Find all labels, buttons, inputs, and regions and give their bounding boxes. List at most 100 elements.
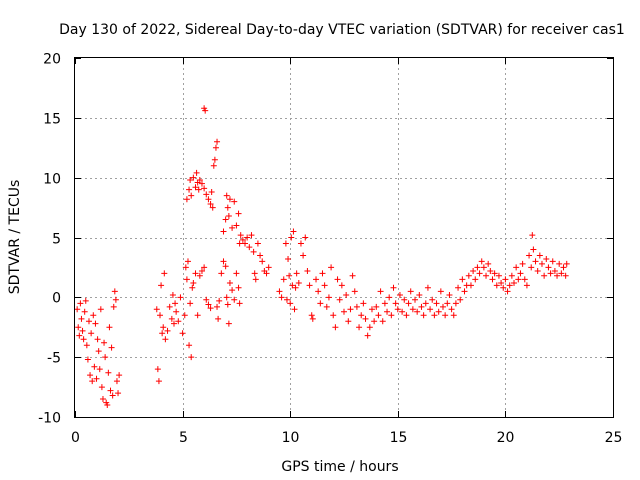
data-point bbox=[368, 306, 375, 313]
data-point bbox=[282, 240, 289, 247]
data-point bbox=[89, 378, 96, 385]
data-point bbox=[396, 291, 403, 298]
data-point bbox=[433, 300, 440, 307]
data-point bbox=[246, 244, 253, 251]
y-tick-label: -5 bbox=[47, 351, 61, 367]
data-point bbox=[409, 306, 416, 313]
data-point bbox=[302, 234, 309, 241]
data-point bbox=[517, 270, 524, 277]
data-point bbox=[549, 258, 556, 265]
data-point bbox=[106, 324, 113, 331]
data-point bbox=[504, 288, 511, 295]
data-point bbox=[381, 300, 388, 307]
data-point bbox=[162, 336, 169, 343]
data-point bbox=[190, 279, 197, 286]
data-point bbox=[220, 258, 227, 265]
data-point bbox=[182, 264, 189, 271]
data-point bbox=[422, 300, 429, 307]
data-point bbox=[224, 204, 231, 211]
data-point bbox=[83, 342, 90, 349]
data-point bbox=[198, 180, 205, 187]
data-point bbox=[214, 138, 221, 145]
data-point bbox=[113, 378, 120, 385]
data-point bbox=[159, 330, 166, 337]
data-point bbox=[556, 260, 563, 267]
data-point bbox=[226, 196, 233, 203]
data-point bbox=[202, 107, 209, 114]
data-point bbox=[545, 264, 552, 271]
data-point bbox=[323, 303, 330, 310]
data-point bbox=[77, 300, 84, 307]
data-point bbox=[203, 191, 210, 198]
data-point bbox=[108, 344, 115, 351]
data-point bbox=[207, 200, 214, 207]
data-point bbox=[508, 272, 515, 279]
data-point bbox=[225, 212, 232, 219]
data-point bbox=[164, 327, 171, 334]
data-point bbox=[192, 184, 199, 191]
data-point bbox=[190, 174, 197, 181]
data-point bbox=[399, 308, 406, 315]
data-point bbox=[184, 258, 191, 265]
data-point bbox=[560, 264, 567, 271]
data-point bbox=[541, 272, 548, 279]
data-point bbox=[487, 268, 494, 275]
data-point bbox=[526, 252, 533, 259]
data-point bbox=[377, 288, 384, 295]
data-point bbox=[212, 144, 219, 151]
data-point bbox=[173, 308, 180, 315]
data-point bbox=[502, 276, 509, 283]
data-point bbox=[116, 372, 123, 379]
data-point bbox=[558, 270, 565, 277]
data-point bbox=[209, 204, 216, 211]
data-point bbox=[252, 276, 259, 283]
data-point bbox=[205, 301, 212, 308]
data-point bbox=[306, 282, 313, 289]
data-point bbox=[93, 375, 100, 382]
data-point bbox=[386, 294, 393, 301]
x-tick-label: 25 bbox=[605, 430, 623, 446]
data-point bbox=[328, 264, 335, 271]
data-point bbox=[94, 336, 101, 343]
data-point bbox=[87, 372, 94, 379]
data-point bbox=[304, 268, 311, 275]
data-point bbox=[291, 306, 298, 313]
data-point bbox=[74, 306, 81, 313]
data-point bbox=[222, 263, 229, 270]
data-point bbox=[107, 387, 114, 394]
data-point bbox=[424, 284, 431, 291]
data-point bbox=[96, 366, 103, 373]
data-point bbox=[309, 315, 316, 322]
data-point bbox=[338, 282, 345, 289]
data-point bbox=[265, 264, 272, 271]
data-point bbox=[192, 270, 199, 277]
data-point bbox=[188, 354, 195, 361]
data-point bbox=[446, 291, 453, 298]
data-point bbox=[547, 270, 554, 277]
data-point bbox=[474, 264, 481, 271]
data-point bbox=[102, 354, 109, 361]
data-point bbox=[394, 306, 401, 313]
data-point bbox=[364, 332, 371, 339]
data-point bbox=[325, 294, 332, 301]
data-point bbox=[154, 366, 161, 373]
data-point bbox=[205, 196, 212, 203]
data-point bbox=[85, 318, 92, 325]
data-point bbox=[90, 312, 97, 319]
data-point bbox=[211, 156, 218, 163]
data-point bbox=[405, 300, 412, 307]
data-point bbox=[495, 272, 502, 279]
data-point bbox=[179, 330, 186, 337]
x-tick-label: 5 bbox=[179, 430, 188, 446]
data-point bbox=[250, 248, 257, 255]
data-point bbox=[153, 306, 160, 313]
data-point bbox=[347, 306, 354, 313]
data-point bbox=[319, 270, 326, 277]
data-point bbox=[229, 287, 236, 294]
data-point bbox=[293, 270, 300, 277]
data-point bbox=[195, 186, 202, 193]
data-point bbox=[341, 308, 347, 315]
data-point bbox=[109, 392, 116, 399]
data-point bbox=[356, 324, 363, 331]
data-point bbox=[198, 268, 205, 275]
